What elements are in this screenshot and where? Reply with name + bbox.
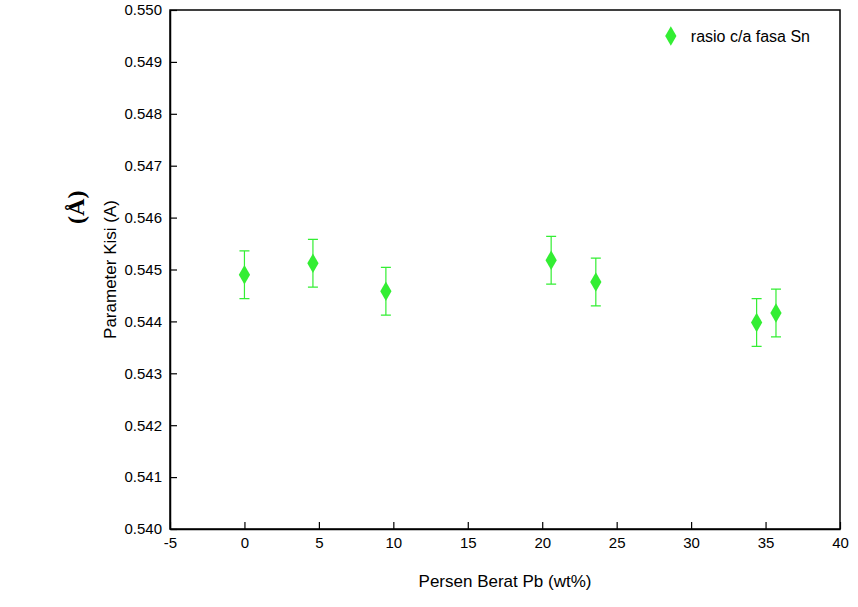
- x-tick: 20: [534, 522, 551, 551]
- y-tick: 0.545: [124, 261, 177, 278]
- x-tick-label: 35: [758, 534, 775, 551]
- x-tick-mark: [765, 522, 766, 529]
- y-tick-label: 0.545: [124, 261, 162, 278]
- point: [307, 254, 318, 274]
- x-tick: 35: [758, 522, 775, 551]
- point: [380, 282, 391, 302]
- x-axis: -5 0 5 10 15 20 25 30 35 40: [164, 522, 849, 551]
- y-tick-mark: [170, 114, 177, 115]
- error-bar: [239, 251, 249, 299]
- x-tick-mark: [319, 522, 320, 529]
- plot-frame: [170, 10, 840, 529]
- y-tick-label: 0.546: [124, 209, 162, 226]
- y-tick-label: 0.543: [124, 365, 162, 382]
- x-tick-mark: [691, 522, 692, 529]
- error-bar: [546, 236, 556, 284]
- x-tick: 10: [385, 522, 402, 551]
- x-tick-mark: [840, 522, 841, 529]
- plot-area: [239, 236, 782, 346]
- x-tick-label: 15: [460, 534, 477, 551]
- x-tick-label: 0: [241, 534, 249, 551]
- point: [590, 272, 601, 292]
- y-tick: 0.548: [124, 105, 177, 122]
- y-tick-label: 0.548: [124, 105, 162, 122]
- point: [751, 313, 762, 333]
- error-bar: [308, 239, 318, 287]
- legend-label: rasio c/a fasa Sn: [691, 28, 810, 45]
- x-tick-label: 25: [609, 534, 626, 551]
- x-tick-label: 5: [315, 534, 323, 551]
- y-tick-mark: [170, 529, 177, 530]
- y-axis-title: Parameter Kisi (A): [101, 200, 120, 339]
- error-bar: [771, 289, 781, 337]
- error-bar: [591, 258, 601, 306]
- series: [239, 236, 782, 346]
- y-tick-mark: [170, 62, 177, 63]
- y-tick-label: 0.541: [124, 468, 162, 485]
- x-axis-line: [171, 529, 841, 531]
- error-bar: [381, 267, 391, 315]
- y-tick-mark: [170, 321, 177, 322]
- y-tick-mark: [170, 269, 177, 270]
- y-tick: 0.546: [124, 209, 177, 226]
- x-tick-mark: [244, 522, 245, 529]
- x-tick-mark: [468, 522, 469, 529]
- y-tick: 0.543: [124, 365, 177, 382]
- x-tick-label: 10: [385, 534, 402, 551]
- y-tick-label: 0.544: [124, 313, 162, 330]
- y-tick: 0.550: [124, 1, 177, 18]
- unit-annotation: (Å): [63, 191, 89, 224]
- x-tick: 0: [241, 522, 249, 551]
- point: [239, 265, 250, 285]
- x-tick: 30: [683, 522, 700, 551]
- y-axis: 0.540 0.541 0.542 0.543 0.544 0.545 0.546 0.547…: [124, 1, 177, 537]
- x-axis-title: Persen Berat Pb (wt%): [419, 572, 592, 591]
- y-tick-label: 0.550: [124, 1, 162, 18]
- y-tick: 0.549: [124, 53, 177, 70]
- y-tick: 0.542: [124, 417, 177, 434]
- x-tick: 15: [460, 522, 477, 551]
- y-tick-label: 0.547: [124, 157, 162, 174]
- y-tick: 0.540: [124, 520, 177, 537]
- legend: rasio c/a fasa Sn: [665, 26, 810, 46]
- y-tick-mark: [170, 477, 177, 478]
- y-tick-mark: [170, 218, 177, 219]
- point: [546, 250, 557, 270]
- error-bar: [752, 299, 762, 347]
- x-tick-mark: [393, 522, 394, 529]
- y-tick-label: 0.542: [124, 417, 162, 434]
- x-tick-label: 30: [683, 534, 700, 551]
- x-tick: 25: [609, 522, 626, 551]
- y-tick-label: 0.540: [124, 520, 162, 537]
- x-tick: 40: [832, 522, 849, 551]
- y-tick-mark: [170, 373, 177, 374]
- x-tick-label: -5: [164, 534, 177, 551]
- y-tick: 0.541: [124, 468, 177, 485]
- legend-marker: [665, 26, 676, 46]
- x-tick-mark: [542, 522, 543, 529]
- x-tick-label: 20: [534, 534, 551, 551]
- y-tick-mark: [170, 10, 177, 11]
- point: [770, 303, 781, 323]
- x-tick: 5: [315, 522, 323, 551]
- y-tick-mark: [170, 166, 177, 167]
- y-tick-mark: [170, 425, 177, 426]
- y-tick-label: 0.549: [124, 53, 162, 70]
- y-tick: 0.547: [124, 157, 177, 174]
- chart: -505101520253035400.5400.5410.5420.5430.…: [0, 0, 858, 607]
- x-tick-mark: [617, 522, 618, 529]
- y-tick: 0.544: [124, 313, 177, 330]
- x-tick-label: 40: [832, 534, 849, 551]
